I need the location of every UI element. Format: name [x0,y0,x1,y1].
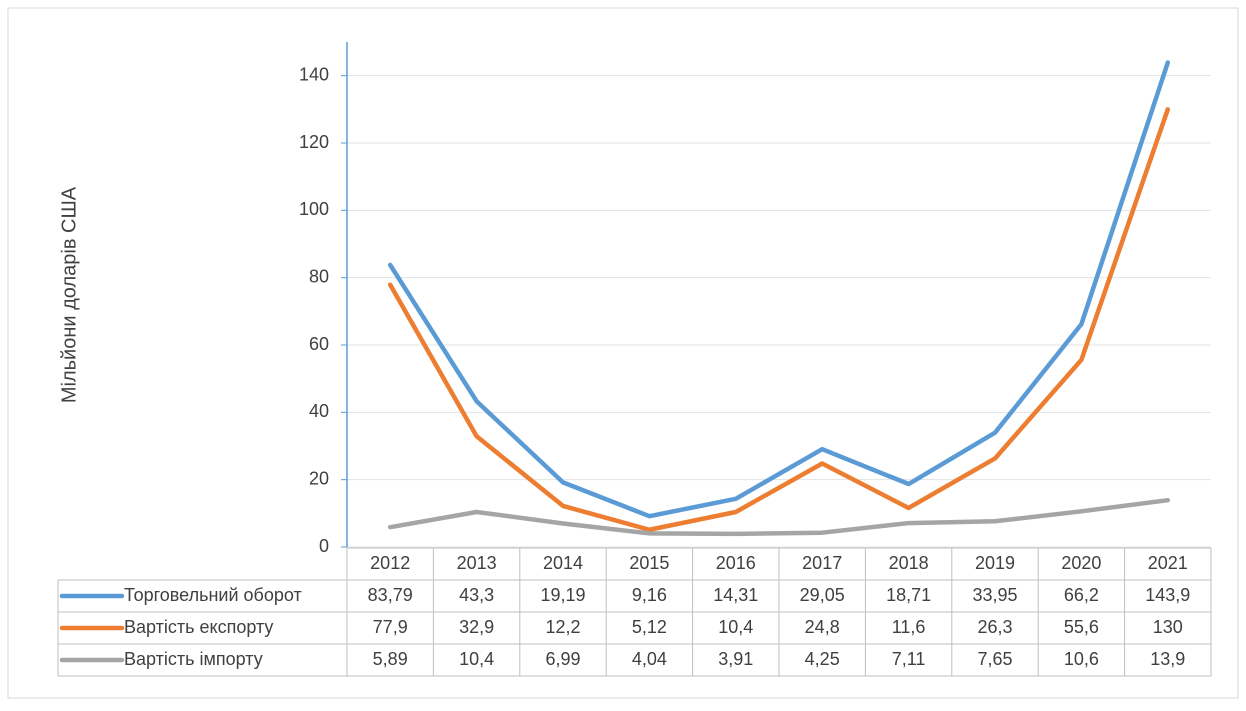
table-value: 13,9 [1150,649,1185,669]
category-label: 2020 [1061,553,1101,573]
table-value: 3,91 [718,649,753,669]
table-value: 55,6 [1064,617,1099,637]
table-value: 5,89 [373,649,408,669]
category-label: 2021 [1148,553,1188,573]
table-value: 9,16 [632,585,667,605]
category-label: 2018 [889,553,929,573]
legend-label: Вартість експорту [124,617,273,637]
table-value: 26,3 [977,617,1012,637]
table-value: 6,99 [545,649,580,669]
table-value: 66,2 [1064,585,1099,605]
y-tick-label: 80 [309,266,329,286]
table-value: 4,04 [632,649,667,669]
table-value: 11,6 [892,617,926,637]
table-value: 143,9 [1145,585,1190,605]
category-label: 2013 [457,553,497,573]
category-label: 2015 [629,553,669,573]
y-tick-label: 140 [299,64,329,84]
table-value: 33,95 [972,585,1017,605]
y-tick-label: 40 [309,401,329,421]
table-value: 14,31 [713,585,758,605]
category-label: 2017 [802,553,842,573]
y-tick-label: 100 [299,199,329,219]
category-label: 2012 [370,553,410,573]
category-label: 2014 [543,553,583,573]
table-value: 24,8 [805,617,840,637]
y-tick-label: 0 [319,536,329,556]
table-value: 4,25 [805,649,840,669]
table-value: 18,71 [886,585,931,605]
y-axis-title: Мільйони доларів США [58,186,80,403]
category-label: 2019 [975,553,1015,573]
table-value: 29,05 [800,585,845,605]
table-value: 77,9 [373,617,408,637]
table-value: 5,12 [632,617,667,637]
table-value: 83,79 [368,585,413,605]
table-value: 10,6 [1064,649,1099,669]
table-value: 7,11 [892,649,926,669]
table-value: 12,2 [545,617,580,637]
table-value: 130 [1153,617,1183,637]
legend-label: Торговельний оборот [124,585,302,605]
chart: Мільйони доларів США 0 20 40 60 80 100 120 140 2… [0,0,1246,706]
table-value: 10,4 [459,649,494,669]
table-value: 43,3 [459,585,494,605]
category-label: 2016 [716,553,756,573]
legend-label: Вартість імпорту [124,649,263,669]
y-tick-label: 20 [309,468,329,488]
table-value: 7,65 [977,649,1012,669]
table-value: 32,9 [459,617,494,637]
table-value: 10,4 [718,617,753,637]
table-value: 19,19 [540,585,585,605]
y-tick-label: 120 [299,132,329,152]
y-tick-label: 60 [309,334,329,354]
